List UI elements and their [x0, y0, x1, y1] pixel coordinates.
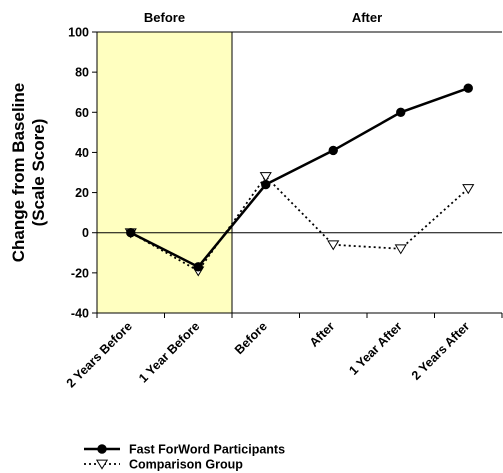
- y-axis-title: Change from Baseline(Scale Score): [9, 83, 48, 263]
- x-tick-label: 1 Year After: [346, 319, 405, 378]
- y-tick-label: 40: [75, 146, 89, 160]
- series-line: [130, 175, 469, 273]
- series-line: [130, 87, 469, 269]
- data-point: [463, 83, 473, 93]
- x-tick-label: 2 Years Before: [64, 319, 135, 390]
- data-point: [394, 244, 407, 255]
- region-before-background: [97, 32, 232, 313]
- data-point: [261, 179, 271, 190]
- legend-marker: [97, 444, 107, 454]
- legend-entry-label: Comparison Group: [129, 458, 243, 472]
- x-tick-label: After: [307, 319, 338, 350]
- data-point: [328, 145, 338, 156]
- region-after-background: [232, 32, 502, 313]
- x-tick-label: 1 Year Before: [136, 319, 202, 385]
- y-axis-title-line: Change from Baseline: [9, 83, 28, 263]
- legend-marker: [95, 459, 109, 470]
- y-axis-title-line: (Scale Score): [29, 119, 48, 227]
- legend-entry-label: Fast ForWord Participants: [129, 443, 285, 457]
- y-tick-label: -20: [71, 266, 89, 280]
- data-point: [462, 184, 475, 195]
- y-tick-label: 100: [68, 26, 89, 40]
- data-point: [193, 262, 203, 272]
- y-tick-label: -40: [71, 307, 89, 321]
- data-point: [396, 107, 406, 117]
- region-label-before: Before: [144, 10, 185, 25]
- data-point: [259, 172, 272, 183]
- y-tick-label: 60: [75, 106, 89, 120]
- y-tick-label: 0: [82, 226, 89, 240]
- region-label-after: After: [352, 10, 382, 25]
- x-tick-label: Before: [232, 319, 270, 357]
- x-tick-label: 2 Years After: [409, 319, 473, 383]
- data-point: [327, 240, 340, 251]
- y-tick-label: 20: [75, 186, 89, 200]
- y-tick-label: 80: [75, 66, 89, 80]
